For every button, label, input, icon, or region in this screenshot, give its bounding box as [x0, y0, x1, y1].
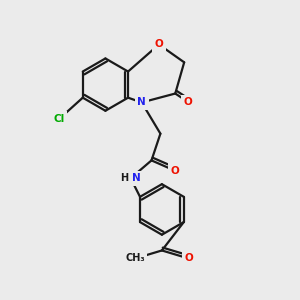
- Text: O: O: [171, 166, 180, 176]
- Text: Cl: Cl: [54, 114, 65, 124]
- Text: N: N: [132, 173, 141, 183]
- Text: H: H: [120, 173, 128, 183]
- Text: O: O: [184, 254, 193, 263]
- Text: N: N: [137, 98, 146, 107]
- Text: O: O: [184, 97, 193, 107]
- Text: O: O: [154, 40, 163, 50]
- Text: CH₃: CH₃: [125, 254, 145, 263]
